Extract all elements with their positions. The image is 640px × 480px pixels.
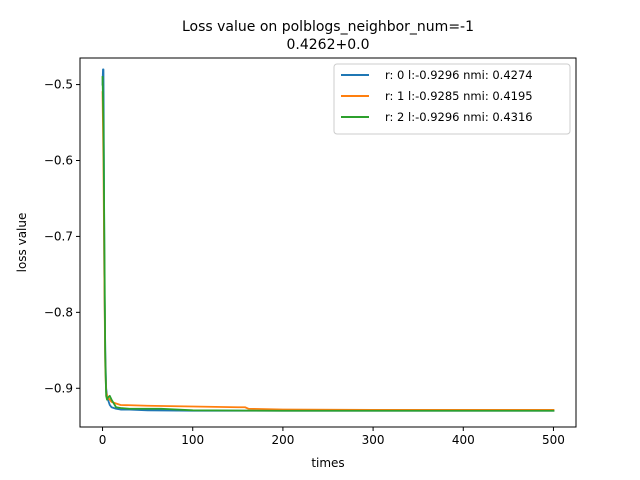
x-tick-label: 500 [542, 433, 565, 447]
legend: r: 0 l:-0.9296 nmi: 0.4274 r: 1 l:-0.9285… [333, 63, 571, 135]
legend-label-2: r: 2 l:-0.9296 nmi: 0.4316 [385, 110, 533, 124]
y-axis-label: loss value [15, 213, 29, 273]
y-tick-label: −0.6 [44, 154, 73, 168]
x-tick-label: 100 [181, 433, 204, 447]
x-axis-ticks: 0 100 200 300 400 500 [99, 427, 565, 447]
y-axis-ticks: −0.5 −0.6 −0.7 −0.8 −0.9 [44, 78, 80, 395]
y-tick-label: −0.5 [44, 78, 73, 92]
x-tick-label: 0 [99, 433, 107, 447]
x-axis-label: times [311, 456, 344, 470]
legend-label-0: r: 0 l:-0.9296 nmi: 0.4274 [385, 68, 533, 82]
chart-title: Loss value on polblogs_neighbor_num=-1 [182, 19, 474, 35]
legend-box [333, 63, 571, 135]
plot-frame [79, 57, 577, 428]
x-tick-label: 200 [271, 433, 294, 447]
y-tick-label: −0.9 [44, 381, 73, 395]
legend-label-1: r: 1 l:-0.9285 nmi: 0.4195 [385, 89, 533, 103]
series-layer [101, 68, 555, 412]
x-tick-label: 400 [452, 433, 475, 447]
plot-area: 0 100 200 300 400 500 −0.5 −0.6 −0.7 −0.8 −0.9 [44, 57, 577, 447]
series-line-2 [101, 76, 555, 412]
x-tick-label: 300 [362, 433, 385, 447]
y-tick-label: −0.8 [44, 305, 73, 319]
chart-subtitle: 0.4262+0.0 [287, 37, 370, 53]
y-tick-label: −0.7 [44, 229, 73, 243]
